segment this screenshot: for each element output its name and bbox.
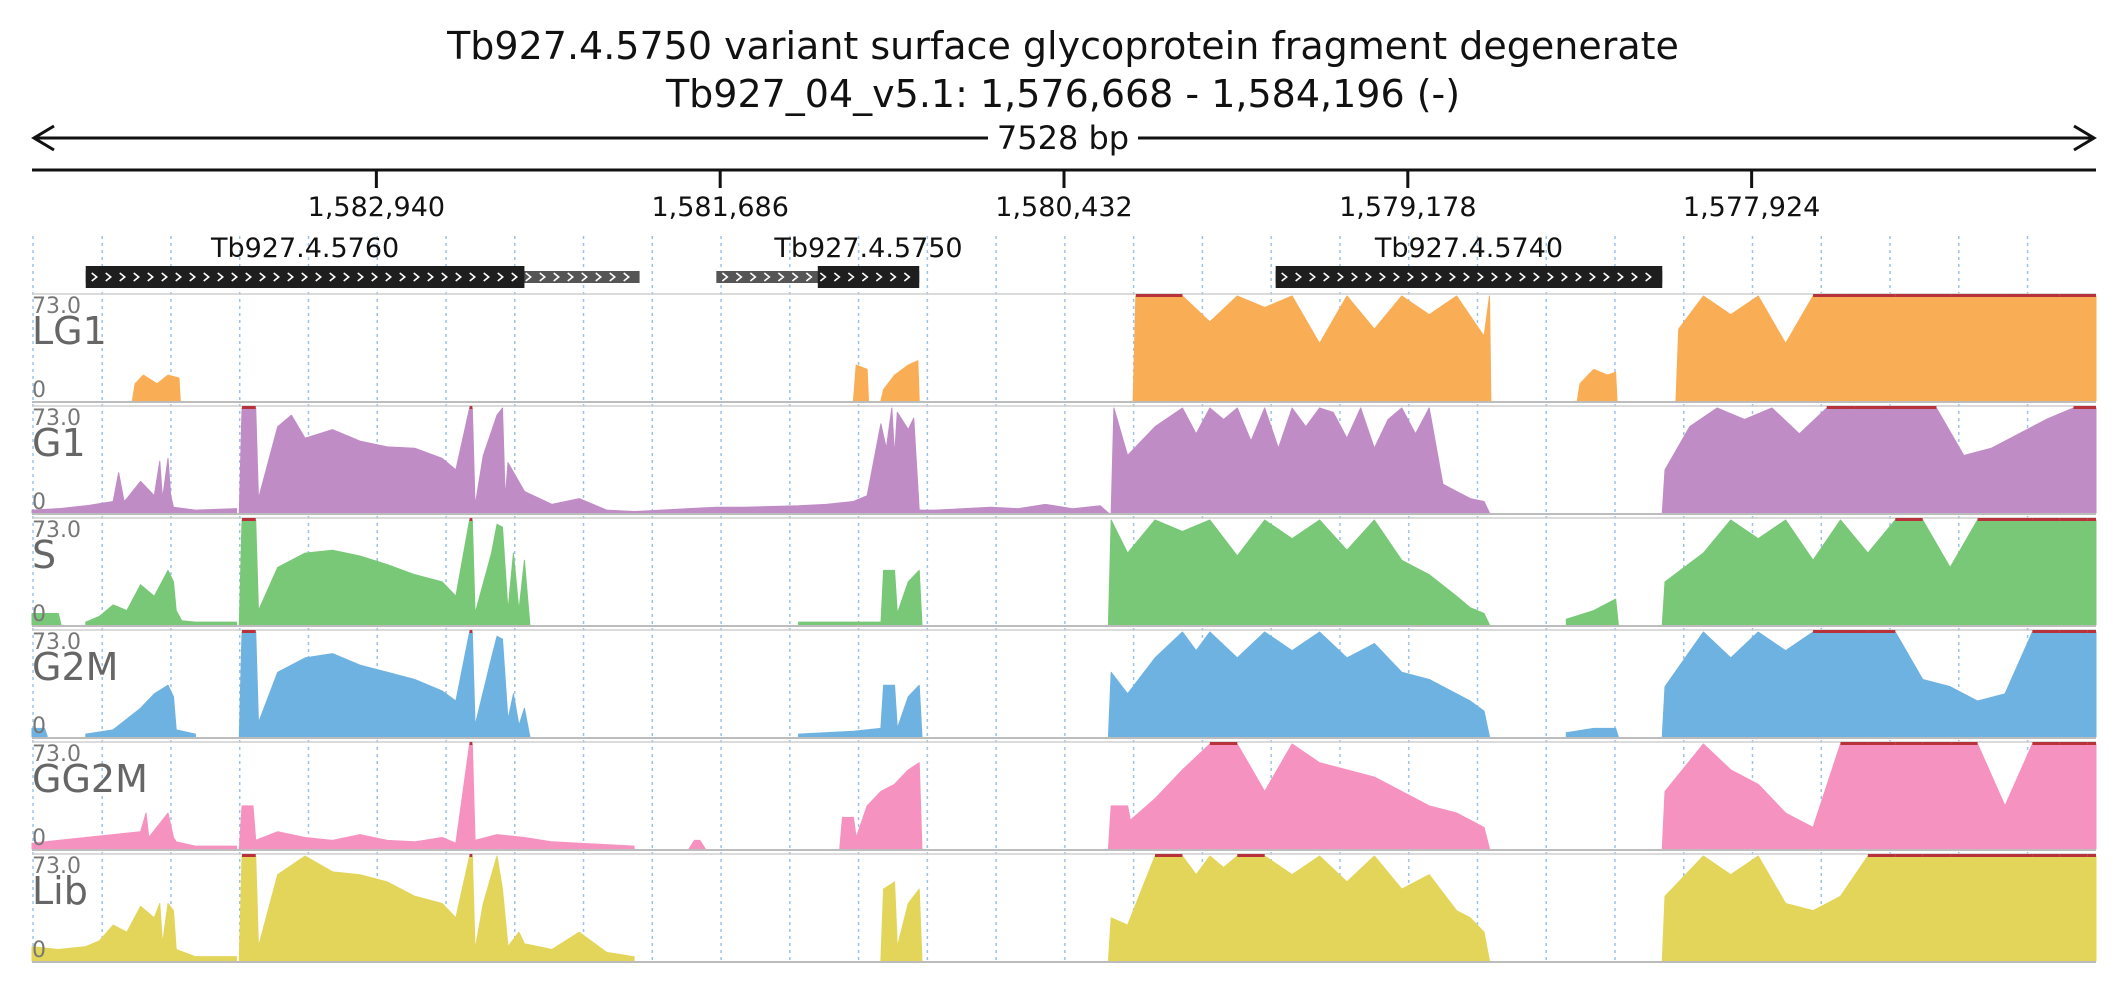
region-label: Tb927_04_v5.1: 1,576,668 - 1,584,196 (-) bbox=[665, 72, 1460, 116]
coverage-area bbox=[31, 902, 238, 962]
coverage-area bbox=[238, 855, 635, 962]
coverage-area bbox=[1107, 743, 1491, 850]
gene-feature: Tb927.4.5740 bbox=[1275, 233, 1663, 288]
track-ymin-label: 0 bbox=[32, 378, 46, 403]
coverage-area bbox=[1110, 407, 1491, 514]
coverage-area bbox=[238, 631, 531, 738]
axis-tick-label: 1,579,178 bbox=[1339, 192, 1476, 223]
coverage-area bbox=[880, 569, 923, 626]
track-ymin-label: 0 bbox=[32, 938, 46, 963]
coverage-area bbox=[1132, 295, 1492, 402]
gene-label: Tb927.4.5760 bbox=[210, 233, 399, 264]
coverage-area bbox=[688, 839, 706, 850]
coverage-track: 73.0S 0 bbox=[31, 517, 2097, 627]
axis-tick-label: 1,580,432 bbox=[995, 192, 1132, 223]
gene-cds-bar bbox=[85, 266, 525, 288]
strand-chevrons bbox=[91, 272, 631, 282]
gene-label: Tb927.4.5750 bbox=[773, 233, 962, 264]
track-name: G1 bbox=[32, 421, 86, 465]
span-label: 7528 bp bbox=[997, 119, 1129, 157]
track-ymax-label: 73.0 bbox=[32, 854, 81, 879]
coverage-area bbox=[1675, 295, 2097, 402]
track-ymax-label: 73.0 bbox=[32, 518, 81, 543]
span-arrow-right-head bbox=[2073, 124, 2097, 152]
coverage-area bbox=[238, 407, 1109, 514]
coordinate-axis: 1,582,940 1,581,686 1,580,432 1,579,178 1,57… bbox=[32, 168, 2096, 223]
coverage-area bbox=[1661, 631, 2097, 738]
track-ymax-label: 73.0 bbox=[32, 294, 81, 319]
coverage-area bbox=[1565, 727, 1619, 738]
gene-label: Tb927.4.5740 bbox=[1374, 233, 1563, 264]
coverage-area bbox=[1576, 368, 1618, 402]
coverage-area bbox=[31, 457, 238, 514]
coverage-tracks: 73.0LG1073.0G1073.0S073.0G2M073.0GG2M073… bbox=[31, 293, 2097, 963]
coverage-track: 73.0G1 0 bbox=[31, 405, 2097, 515]
coverage-area bbox=[31, 812, 238, 850]
coverage-area bbox=[131, 374, 181, 402]
coverage-area bbox=[1661, 743, 2097, 850]
track-ymin-label: 0 bbox=[32, 826, 46, 851]
gene-feature: Tb927.4.5750 bbox=[716, 233, 963, 288]
strand-chevrons bbox=[721, 272, 911, 282]
track-name: S bbox=[32, 533, 56, 577]
figure-title: Tb927.4.5750 variant surface glycoprotei… bbox=[446, 24, 1679, 68]
track-ymin-label: 0 bbox=[32, 714, 46, 739]
strand-chevrons bbox=[1281, 272, 1652, 282]
track-ymax-label: 73.0 bbox=[32, 406, 81, 431]
track-name: LG1 bbox=[32, 309, 107, 353]
coverage-area bbox=[839, 762, 923, 850]
span-arrow bbox=[31, 124, 2097, 152]
coverage-area bbox=[238, 519, 531, 626]
span-arrow-left-head bbox=[31, 124, 55, 152]
coverage-area bbox=[880, 881, 923, 962]
track-ymax-label: 73.0 bbox=[32, 742, 81, 767]
coverage-area bbox=[852, 364, 870, 402]
coverage-area bbox=[1661, 855, 2097, 962]
track-ymin-label: 0 bbox=[32, 490, 46, 515]
axis-tick-label: 1,582,940 bbox=[308, 192, 445, 223]
coverage-area bbox=[1107, 631, 1491, 738]
track-name: GG2M bbox=[32, 757, 148, 801]
track-ymin-label: 0 bbox=[32, 602, 46, 627]
coverage-area bbox=[1107, 519, 1491, 626]
axis-tick-label: 1,581,686 bbox=[651, 192, 788, 223]
coverage-area bbox=[1661, 407, 2097, 514]
coverage-area bbox=[85, 684, 196, 738]
coverage-area bbox=[798, 684, 923, 738]
coverage-area bbox=[1565, 598, 1619, 626]
coverage-area bbox=[238, 743, 635, 850]
track-ymax-label: 73.0 bbox=[32, 630, 81, 655]
coverage-area bbox=[85, 569, 238, 626]
track-name: Lib bbox=[32, 869, 88, 913]
coverage-area bbox=[1661, 519, 2097, 626]
gene-feature: Tb927.4.5760 bbox=[85, 233, 640, 288]
track-name: G2M bbox=[32, 645, 118, 689]
coverage-area bbox=[1107, 855, 1491, 962]
coverage-area bbox=[880, 360, 920, 402]
axis-tick-label: 1,577,924 bbox=[1683, 192, 1820, 223]
gene-track: Tb927.4.5760 Tb927.4.5750 Tb927.4.5740 bbox=[85, 233, 1663, 288]
